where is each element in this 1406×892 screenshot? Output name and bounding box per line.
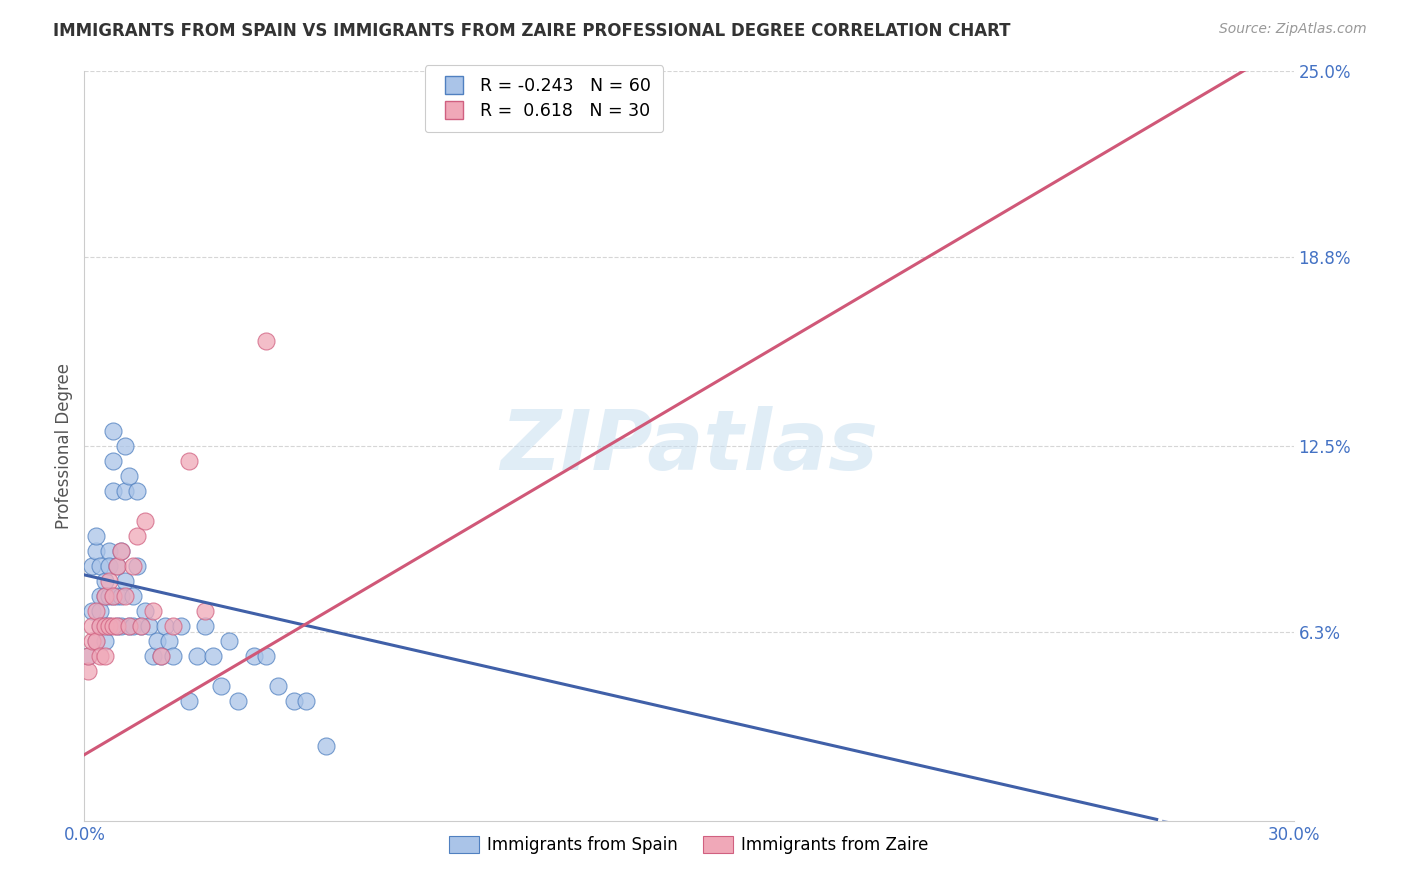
Point [146,633,169,648]
Point [82,633,104,648]
Point [93,619,115,633]
Point [254,648,277,663]
Point [86,604,108,618]
Point [226,694,249,708]
Point [125,558,148,573]
Point [110,589,132,603]
Point [179,694,201,708]
Point [89,589,111,603]
Point [93,648,115,663]
Point [218,633,240,648]
Point [97,574,120,588]
Point [110,544,132,558]
Point [89,558,111,573]
Point [194,604,217,618]
Point [77,648,100,663]
Point [97,619,120,633]
Point [125,529,148,543]
Point [105,558,128,573]
Point [101,619,124,633]
Point [202,648,225,663]
Point [283,694,305,708]
Point [97,589,120,603]
Point [138,619,160,633]
Point [179,454,201,468]
Point [118,619,141,633]
Point [93,589,115,603]
Point [194,619,217,633]
Point [142,648,165,663]
Point [82,558,104,573]
Point [86,529,108,543]
Point [97,558,120,573]
Point [89,604,111,618]
Point [101,589,124,603]
Point [162,648,184,663]
Point [118,469,141,483]
Point [93,633,115,648]
Point [129,619,152,633]
Point [149,648,172,663]
Text: Source: ZipAtlas.com: Source: ZipAtlas.com [1219,22,1367,37]
Point [77,664,100,678]
Point [157,633,180,648]
Point [93,589,115,603]
Point [105,619,128,633]
Point [82,604,104,618]
Point [93,574,115,588]
Point [105,619,128,633]
Point [114,439,136,453]
Point [129,619,152,633]
Point [89,648,111,663]
Point [105,558,128,573]
Point [153,619,176,633]
Point [254,334,277,348]
Point [125,483,148,498]
Legend: Immigrants from Spain, Immigrants from Zaire: Immigrants from Spain, Immigrants from Z… [443,830,935,861]
Point [209,679,232,693]
Point [101,454,124,468]
Point [110,544,132,558]
Point [295,694,318,708]
Point [93,619,115,633]
Point [89,619,111,633]
Point [121,558,143,573]
Point [89,619,111,633]
Point [121,619,143,633]
Point [114,589,136,603]
Point [118,619,141,633]
Point [86,633,108,648]
Point [82,619,104,633]
Point [101,483,124,498]
Point [134,604,156,618]
Point [315,739,337,753]
Point [121,589,143,603]
Point [86,544,108,558]
Point [242,648,264,663]
Text: IMMIGRANTS FROM SPAIN VS IMMIGRANTS FROM ZAIRE PROFESSIONAL DEGREE CORRELATION C: IMMIGRANTS FROM SPAIN VS IMMIGRANTS FROM… [53,22,1011,40]
Point [97,619,120,633]
Point [267,679,290,693]
Point [101,589,124,603]
Point [110,619,132,633]
Point [97,544,120,558]
Text: ZIPatlas: ZIPatlas [501,406,877,486]
Point [142,604,165,618]
Point [101,424,124,438]
Point [186,648,208,663]
Point [114,574,136,588]
Point [149,648,172,663]
Point [170,619,193,633]
Point [162,619,184,633]
Point [114,483,136,498]
Point [134,514,156,528]
Y-axis label: Professional Degree: Professional Degree [55,363,73,529]
Point [86,633,108,648]
Point [105,589,128,603]
Point [77,648,100,663]
